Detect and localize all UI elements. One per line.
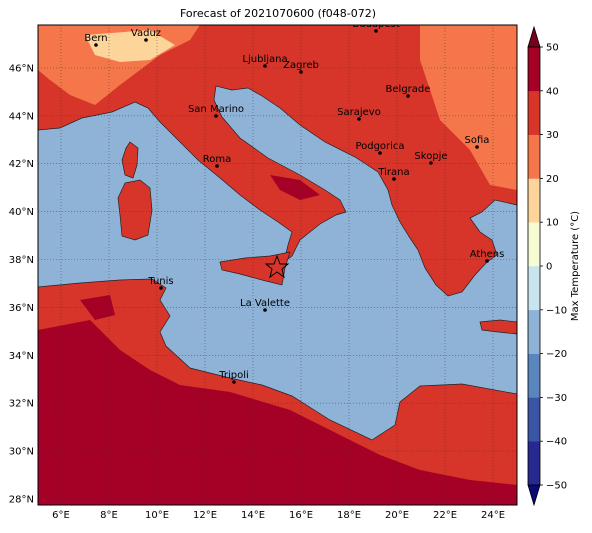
lon-label: 14°E [241,510,265,521]
city-dot [392,177,396,181]
city-dot [406,94,410,98]
city-label: Tirana [377,167,409,178]
colorbar-bin [528,309,540,354]
colorbar-tick-label: 10 [546,218,559,229]
colorbar-bin [528,266,540,311]
city-label: La Valette [240,298,290,309]
colorbar-bin [528,90,540,135]
city-label: Vaduz [131,28,161,39]
city-label: Podgorica [355,141,404,152]
colorbar-tick-label: 40 [546,86,559,97]
land-europe [38,25,517,297]
city-label: Bern [84,33,107,44]
city-dot [144,38,148,42]
lat-label: 30°N [9,447,34,458]
city-label: Belgrade [386,84,431,95]
city-dot [263,308,267,312]
colorbar-bin [528,441,540,486]
city-dot [429,161,433,165]
colorbar: 50 40 30 20 10 0 −10 −20 −30 −40 −50 [527,25,567,507]
city-label: Tripoli [218,370,249,381]
cool-patch [85,30,175,62]
lat-label: 42°N [9,159,34,170]
title: Forecast of 2021070600 (f048-072) [180,7,376,20]
colorbar-tick-label: −30 [546,393,567,404]
city-label: Roma [203,154,232,165]
colorbar-bin [528,178,540,223]
city-label: Tunis [147,276,173,287]
graticule [38,25,517,505]
city-dot [232,380,236,384]
city-label: Skopje [414,151,447,162]
star-marker [264,254,290,279]
sardinia [117,179,153,241]
colorbar-tick-label: −10 [546,305,567,316]
city-dot [214,114,218,118]
city-dot [299,70,303,74]
city-dot [475,145,479,149]
axes-labels: 28°N 30°N 32°N 34°N 36°N 38°N 40°N 42°N 44°N 46°N… [9,63,505,521]
city-dot [374,29,378,33]
colorbar-tick-label: 50 [546,43,559,54]
lat-label: 40°N [9,207,34,218]
lat-label: 44°N [9,111,34,122]
colorbar-tick-label: −40 [546,437,567,448]
colorbar-bin [528,353,540,398]
lon-label: 24°E [481,510,505,521]
city-label: Ljubljana [242,54,287,65]
city-label: Sarajevo [337,107,381,118]
colorbar-bin [528,47,540,92]
city-dot [94,43,98,47]
city-dot [159,286,163,290]
lon-label: 8°E [100,510,118,521]
colorbar-tick-label: 30 [546,130,559,141]
colorbar-tick-label: 20 [546,174,559,185]
city-label: Budapest [352,19,399,30]
city-label: Sofia [465,135,490,146]
lat-label: 34°N [9,351,34,362]
city-dot [378,151,382,155]
lon-label: 10°E [145,510,169,521]
colorbar-bin [528,397,540,442]
colorbar-bin [528,134,540,179]
hot-patch [270,175,320,200]
lat-label: 28°N [9,495,34,506]
corsica [121,141,139,179]
colorbar-label: Max Temperature (°C) [570,211,581,321]
colorbar-tick-label: 0 [546,262,552,273]
city-dot [263,64,267,68]
lon-label: 20°E [385,510,409,521]
lat-label: 38°N [9,255,34,266]
lon-label: 16°E [289,510,313,521]
city-label: San Marino [188,104,244,115]
hot-patch [80,295,115,320]
lon-label: 6°E [52,510,70,521]
colorbar-under [527,484,541,507]
crete [479,319,517,335]
city-dot [485,259,489,263]
lat-label: 32°N [9,399,34,410]
lat-label: 36°N [9,303,34,314]
city-label: Athens [470,249,505,260]
lat-label: 46°N [9,63,34,74]
colorbar-tick-label: −20 [546,349,567,360]
colorbar-bin [528,222,540,267]
colorbar-tick-label: −50 [546,481,567,492]
city-dot [215,164,219,168]
map-frame [37,24,518,506]
city-label: Zagreb [283,60,319,71]
lon-label: 12°E [193,510,217,521]
colorbar-over [527,25,541,48]
lon-label: 18°E [337,510,361,521]
hot-patch [38,320,517,505]
city-dot [357,117,361,121]
lon-label: 22°E [433,510,457,521]
